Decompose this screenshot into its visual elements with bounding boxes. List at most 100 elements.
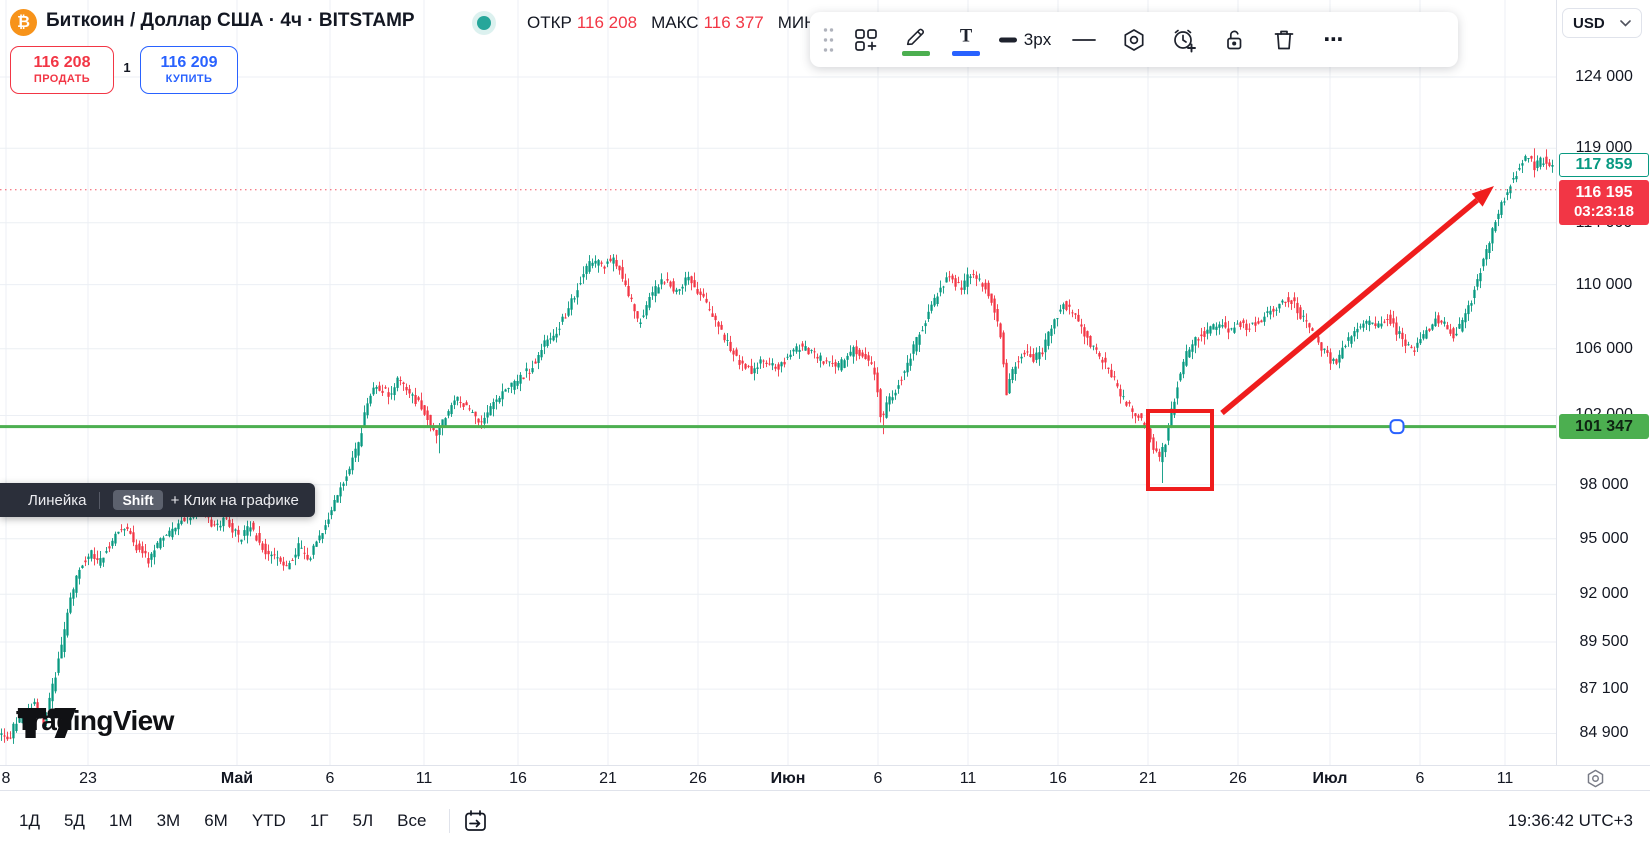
time-axis-label: 21 — [599, 770, 617, 787]
sell-label: ПРОДАТЬ — [33, 72, 91, 85]
horizontal-line-drawing[interactable] — [0, 419, 1556, 435]
price-axis-label: 84 900 — [1579, 724, 1629, 742]
sell-price: 116 208 — [33, 54, 91, 72]
drag-dots-icon — [823, 27, 833, 52]
spread-value: 1 — [123, 60, 131, 75]
open-value: 116 208 — [576, 13, 638, 32]
highlight-rectangle-drawing[interactable] — [1146, 409, 1214, 491]
pencil-color-swatch — [902, 50, 930, 56]
range-button-1Г[interactable]: 1Г — [309, 811, 329, 830]
price-axis-label: 124 000 — [1575, 68, 1633, 85]
text-color-button[interactable]: T — [944, 19, 988, 61]
time-axis-label: Июл — [1312, 770, 1348, 787]
price-axis-label: 87 100 — [1579, 680, 1629, 698]
buy-price: 116 209 — [160, 54, 218, 72]
range-button-1М[interactable]: 1М — [108, 811, 133, 830]
range-button-5Д[interactable]: 5Д — [63, 811, 85, 830]
axis-settings-button[interactable] — [1585, 768, 1606, 794]
time-axis-label: 8 — [1, 770, 11, 787]
buy-button[interactable]: 116 209 КУПИТЬ — [140, 46, 238, 94]
chevron-down-icon — [1620, 19, 1631, 27]
range-button-5Л[interactable]: 5Л — [352, 811, 374, 830]
more-icon: ⋯ — [1323, 29, 1345, 51]
pencil-icon — [906, 28, 925, 45]
line-width-button[interactable]: 3px — [994, 19, 1056, 61]
time-axis-label: 21 — [1139, 770, 1157, 787]
range-button-3М[interactable]: 3М — [156, 811, 181, 830]
time-axis-label: 16 — [509, 770, 527, 787]
ruler-hint-tooltip: Линейка Shift + Клик на графике — [0, 483, 315, 517]
text-tool-icon: T — [960, 25, 973, 45]
price-axis-label: 92 000 — [1579, 585, 1629, 603]
thick-line-icon — [998, 37, 1017, 42]
open-label: ОТКР — [527, 13, 572, 32]
range-button-YTD[interactable]: YTD — [251, 811, 286, 830]
shift-key-badge: Shift — [113, 490, 163, 510]
price-axis-label: 89 500 — [1579, 633, 1629, 651]
sell-button[interactable]: 116 208 ПРОДАТЬ — [10, 46, 114, 94]
text-color-swatch — [952, 50, 980, 56]
price-axis-label: 106 000 — [1575, 339, 1633, 357]
svg-text:T: T — [960, 25, 973, 45]
clock-display[interactable]: 19:36:42 UTC+3 — [1507, 811, 1633, 830]
buy-label: КУПИТЬ — [165, 72, 213, 85]
pencil-color-button[interactable] — [894, 19, 938, 61]
time-axis-label: Май — [220, 770, 254, 787]
line-style-button[interactable] — [1062, 19, 1106, 61]
time-axis[interactable]: 8 23 Май 6 11 16 21 26 Июн 6 11 16 21 26 Июл 6 11 — [0, 765, 1650, 791]
unlock-icon — [1227, 30, 1242, 49]
time-axis-label: 26 — [689, 770, 707, 787]
delete-button[interactable] — [1262, 19, 1306, 61]
symbol-title[interactable]: Биткоин / Доллар США · 4ч · BITSTAMP — [46, 10, 415, 31]
tradingview-watermark[interactable]: TradingView — [16, 705, 174, 739]
range-button-6М[interactable]: 6М — [204, 811, 228, 830]
gear-hex-icon — [1587, 769, 1604, 788]
currency-label: USD — [1573, 14, 1605, 32]
range-button-Все[interactable]: Все — [397, 811, 427, 830]
range-button-1Д[interactable]: 1Д — [19, 811, 40, 830]
time-axis-label: 11 — [415, 770, 433, 787]
price-axis-label: 110 000 — [1575, 275, 1633, 293]
high-value: 116 377 — [703, 13, 764, 32]
alarm-add-icon — [1174, 29, 1196, 52]
low-label: МИН — [777, 13, 817, 32]
chart-pane[interactable]: TradingView — [0, 0, 1556, 765]
drawings-overlay[interactable] — [0, 0, 1556, 765]
bitcoin-icon: ₿ — [10, 9, 37, 36]
time-axis-label: 11 — [959, 770, 977, 787]
settings-hex-icon — [1124, 28, 1144, 51]
add-alert-button[interactable] — [1162, 19, 1206, 61]
go-to-date-button[interactable] — [462, 808, 488, 834]
date-range-switcher: 1Д 5Д 1М 3М 6М YTD 1Г 5Л Все — [8, 805, 488, 837]
time-axis-label: 23 — [79, 770, 97, 787]
layout-add-icon — [855, 28, 877, 51]
lock-button[interactable] — [1212, 19, 1256, 61]
ranges-divider — [449, 809, 451, 833]
tradingview-logo-icon — [17, 707, 77, 739]
time-axis-label: 6 — [1415, 770, 1425, 787]
line-width-value: 3px — [1023, 29, 1052, 49]
last-price-label: 117 859 — [1559, 152, 1649, 177]
settings-button[interactable] — [1112, 19, 1156, 61]
price-axis-label: 95 000 — [1579, 529, 1629, 547]
time-axis-label: 6 — [325, 770, 335, 787]
calendar-goto-icon — [465, 810, 487, 831]
add-to-layout-button[interactable] — [844, 19, 888, 61]
arrow-drawing[interactable] — [1220, 186, 1494, 416]
price-axis-label: 119 000 — [1575, 139, 1633, 157]
countdown-price: 116 195 — [1575, 183, 1633, 201]
currency-selector[interactable]: USD — [1562, 8, 1642, 38]
trash-icon — [1274, 30, 1294, 49]
toolbar-drag-handle[interactable] — [818, 19, 838, 61]
bottom-toolbar: 1Д 5Д 1М 3М 6М YTD 1Г 5Л Все 19:36:42 UTC+3 — [0, 790, 1650, 855]
market-status-dot[interactable] — [477, 16, 491, 30]
countdown-timer: 03:23:18 — [1573, 202, 1635, 220]
time-axis-label: 16 — [1049, 770, 1067, 787]
drawing-toolbar: T 3px — [810, 12, 1458, 67]
line-style-icon — [1072, 38, 1096, 41]
hline-handle[interactable] — [1389, 419, 1405, 435]
time-axis-label: 26 — [1229, 770, 1247, 787]
more-options-button[interactable]: ⋯ — [1312, 19, 1356, 61]
tooltip-tool-name: Линейка — [28, 491, 87, 509]
